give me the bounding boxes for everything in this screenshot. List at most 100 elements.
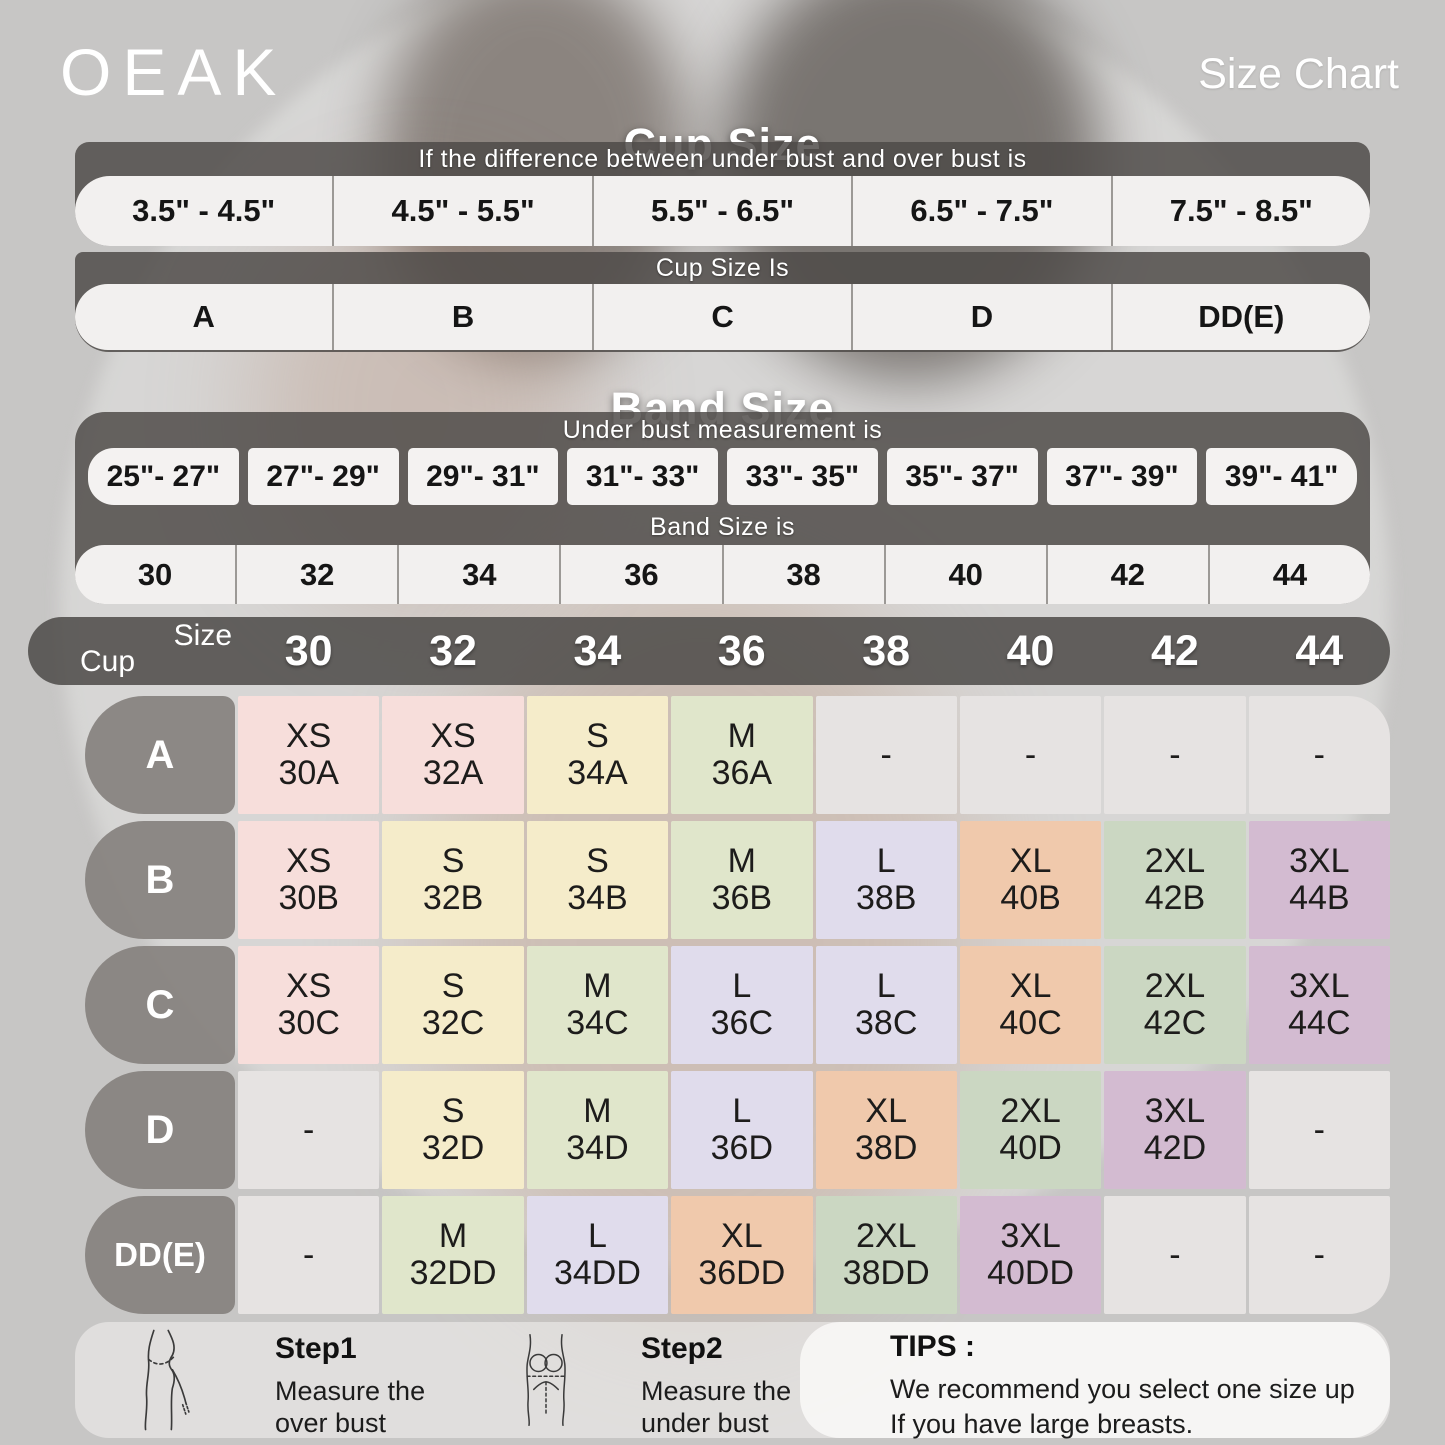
cup-result-text: Cup Size Is (655, 254, 790, 282)
band-code: 32D (421, 1129, 485, 1167)
cup-row-label: C (85, 946, 235, 1064)
size-label: S (586, 717, 609, 756)
matrix-body: A XS 30A XS 32A S 34A M 36A - - - - B XS 30B S 32B S 34B M 36… (85, 696, 1390, 1314)
page-title: Size Chart (1198, 50, 1399, 98)
size-cell: L 34DD (526, 1196, 669, 1314)
size-label: M (727, 842, 756, 881)
size-cell: 2XL 38DD (815, 1196, 957, 1314)
size-label: M (727, 717, 756, 756)
footer-panel: Step1 Measure the over bust Step2 Measur… (75, 1322, 1390, 1440)
size-label: 3XL (1289, 842, 1350, 881)
band-number-cell: 40 (883, 545, 1046, 604)
band-code: 32DD (409, 1254, 497, 1292)
matrix-row-cells: - S 32D M 34D L 36D XL 38D 2XL 40D 3XL 42D - (238, 1071, 1390, 1189)
background-photo-blob (420, 560, 980, 1320)
matrix-row-cells: XS 30B S 32B S 34B M 36B L 38B XL 40B 2XL 42B 3XL 44B (238, 821, 1390, 939)
cup-range-cell: 7.5" - 8.5" (1110, 176, 1370, 246)
step1-line2: over bust (275, 1407, 387, 1438)
band-number-cell: 44 (1207, 545, 1370, 604)
matrix-column-header: 32 (429, 626, 477, 675)
size-label: 3XL (1289, 967, 1350, 1006)
cup-condition-text: If the difference between under bust and… (418, 145, 1027, 173)
matrix-column-header: 36 (717, 626, 766, 675)
size-cell: XS 30B (238, 821, 380, 939)
band-number-cell: 32 (235, 545, 397, 604)
cup-range-cell: 4.5" - 5.5" (332, 176, 591, 246)
size-cell: XL 36DD (671, 1196, 813, 1314)
size-label: XL (865, 1092, 907, 1131)
band-code: 42C (1143, 1004, 1207, 1042)
size-label: XS (286, 842, 332, 881)
size-label: L (732, 967, 752, 1006)
size-cell: S 32B (382, 821, 524, 939)
step1-line1: Measure the (275, 1376, 426, 1406)
band-code: 34C (566, 1004, 629, 1042)
size-cell: S 34A (526, 696, 669, 814)
band-number-cell: 34 (397, 545, 559, 604)
empty-cell: - (959, 696, 1102, 814)
step2-line2: under bust (641, 1407, 769, 1438)
size-label: M (438, 1217, 468, 1256)
cup-row-label: A (85, 696, 235, 814)
size-cell: 2XL 42C (1104, 946, 1246, 1064)
cup-row-label: DD(E) (85, 1196, 235, 1314)
tips-block: TIPS : We recommend you select one size … (890, 1330, 1430, 1442)
size-cell: L 36C (671, 946, 813, 1064)
size-cell: XS 32A (382, 696, 524, 814)
matrix-column-header: 42 (1151, 626, 1199, 675)
cup-size-panel: If the difference between under bust and… (75, 142, 1370, 246)
size-label: M (583, 1092, 612, 1131)
size-cell: M 36A (671, 696, 813, 814)
band-code: 36DD (698, 1254, 786, 1292)
empty-cell: - (1248, 696, 1390, 814)
band-size-panel: Under bust measurement is 25"- 27" 27"- 2… (75, 412, 1370, 604)
step2-description: Measure the under bust (641, 1376, 791, 1440)
size-label: L (587, 1217, 607, 1256)
size-cell: S 32C (382, 946, 524, 1064)
size-label: 3XL (1144, 1092, 1206, 1131)
size-cell: 3XL 44B (1248, 821, 1390, 939)
step1-title: Step1 (275, 1332, 357, 1365)
band-code: 40C (999, 1004, 1062, 1042)
band-code: 38D (855, 1129, 918, 1167)
band-code: 30A (278, 754, 339, 792)
size-cell: L 38B (815, 821, 957, 939)
cup-range-cell: 6.5" - 7.5" (851, 176, 1110, 246)
size-cell: 2XL 42B (1104, 821, 1246, 939)
size-cell: M 34D (526, 1071, 669, 1189)
band-code: 38DD (842, 1254, 930, 1292)
empty-cell: - (1104, 696, 1246, 814)
band-number-cell: 42 (1045, 545, 1208, 604)
band-code: 34D (566, 1129, 629, 1167)
cup-result-panel: Cup Size Is A B C D DD(E) (75, 252, 1370, 352)
size-cell: XL 38D (815, 1071, 957, 1189)
band-code: 42B (1144, 879, 1206, 917)
band-code: 34B (567, 879, 628, 917)
size-cell: L 38C (815, 946, 957, 1064)
empty-cell: - (1104, 1196, 1246, 1314)
step2-line1: Measure the (641, 1376, 792, 1406)
size-label: XS (286, 717, 332, 756)
size-cell: XL 40C (959, 946, 1102, 1064)
band-code: 42D (1143, 1129, 1207, 1167)
band-range-row: 25"- 27" 27"- 29" 29"- 31" 31"- 33" 33"- 35"… (88, 448, 1357, 506)
matrix-column-header: 30 (284, 626, 333, 675)
band-code: 40B (1000, 879, 1061, 917)
size-label: S (441, 1092, 465, 1131)
size-cell: S 34B (526, 821, 669, 939)
size-cell: L 36D (671, 1071, 813, 1189)
band-number-cell: 38 (721, 545, 884, 604)
brand-logo: OEAK (60, 35, 288, 109)
size-cell: 2XL 40D (959, 1071, 1102, 1189)
band-number-cell: 30 (137, 556, 173, 592)
size-cell: S 32D (382, 1071, 524, 1189)
cup-letter-cell: B (332, 284, 591, 350)
band-code: 36C (710, 1004, 773, 1042)
empty-cell: - (238, 1071, 380, 1189)
corner-cup-label: Cup (80, 645, 136, 678)
size-label: 2XL (855, 1217, 917, 1256)
size-cell: 3XL 42D (1104, 1071, 1246, 1189)
matrix-column-header: 40 (1006, 626, 1055, 675)
measure-under-bust-icon (526, 1333, 566, 1427)
